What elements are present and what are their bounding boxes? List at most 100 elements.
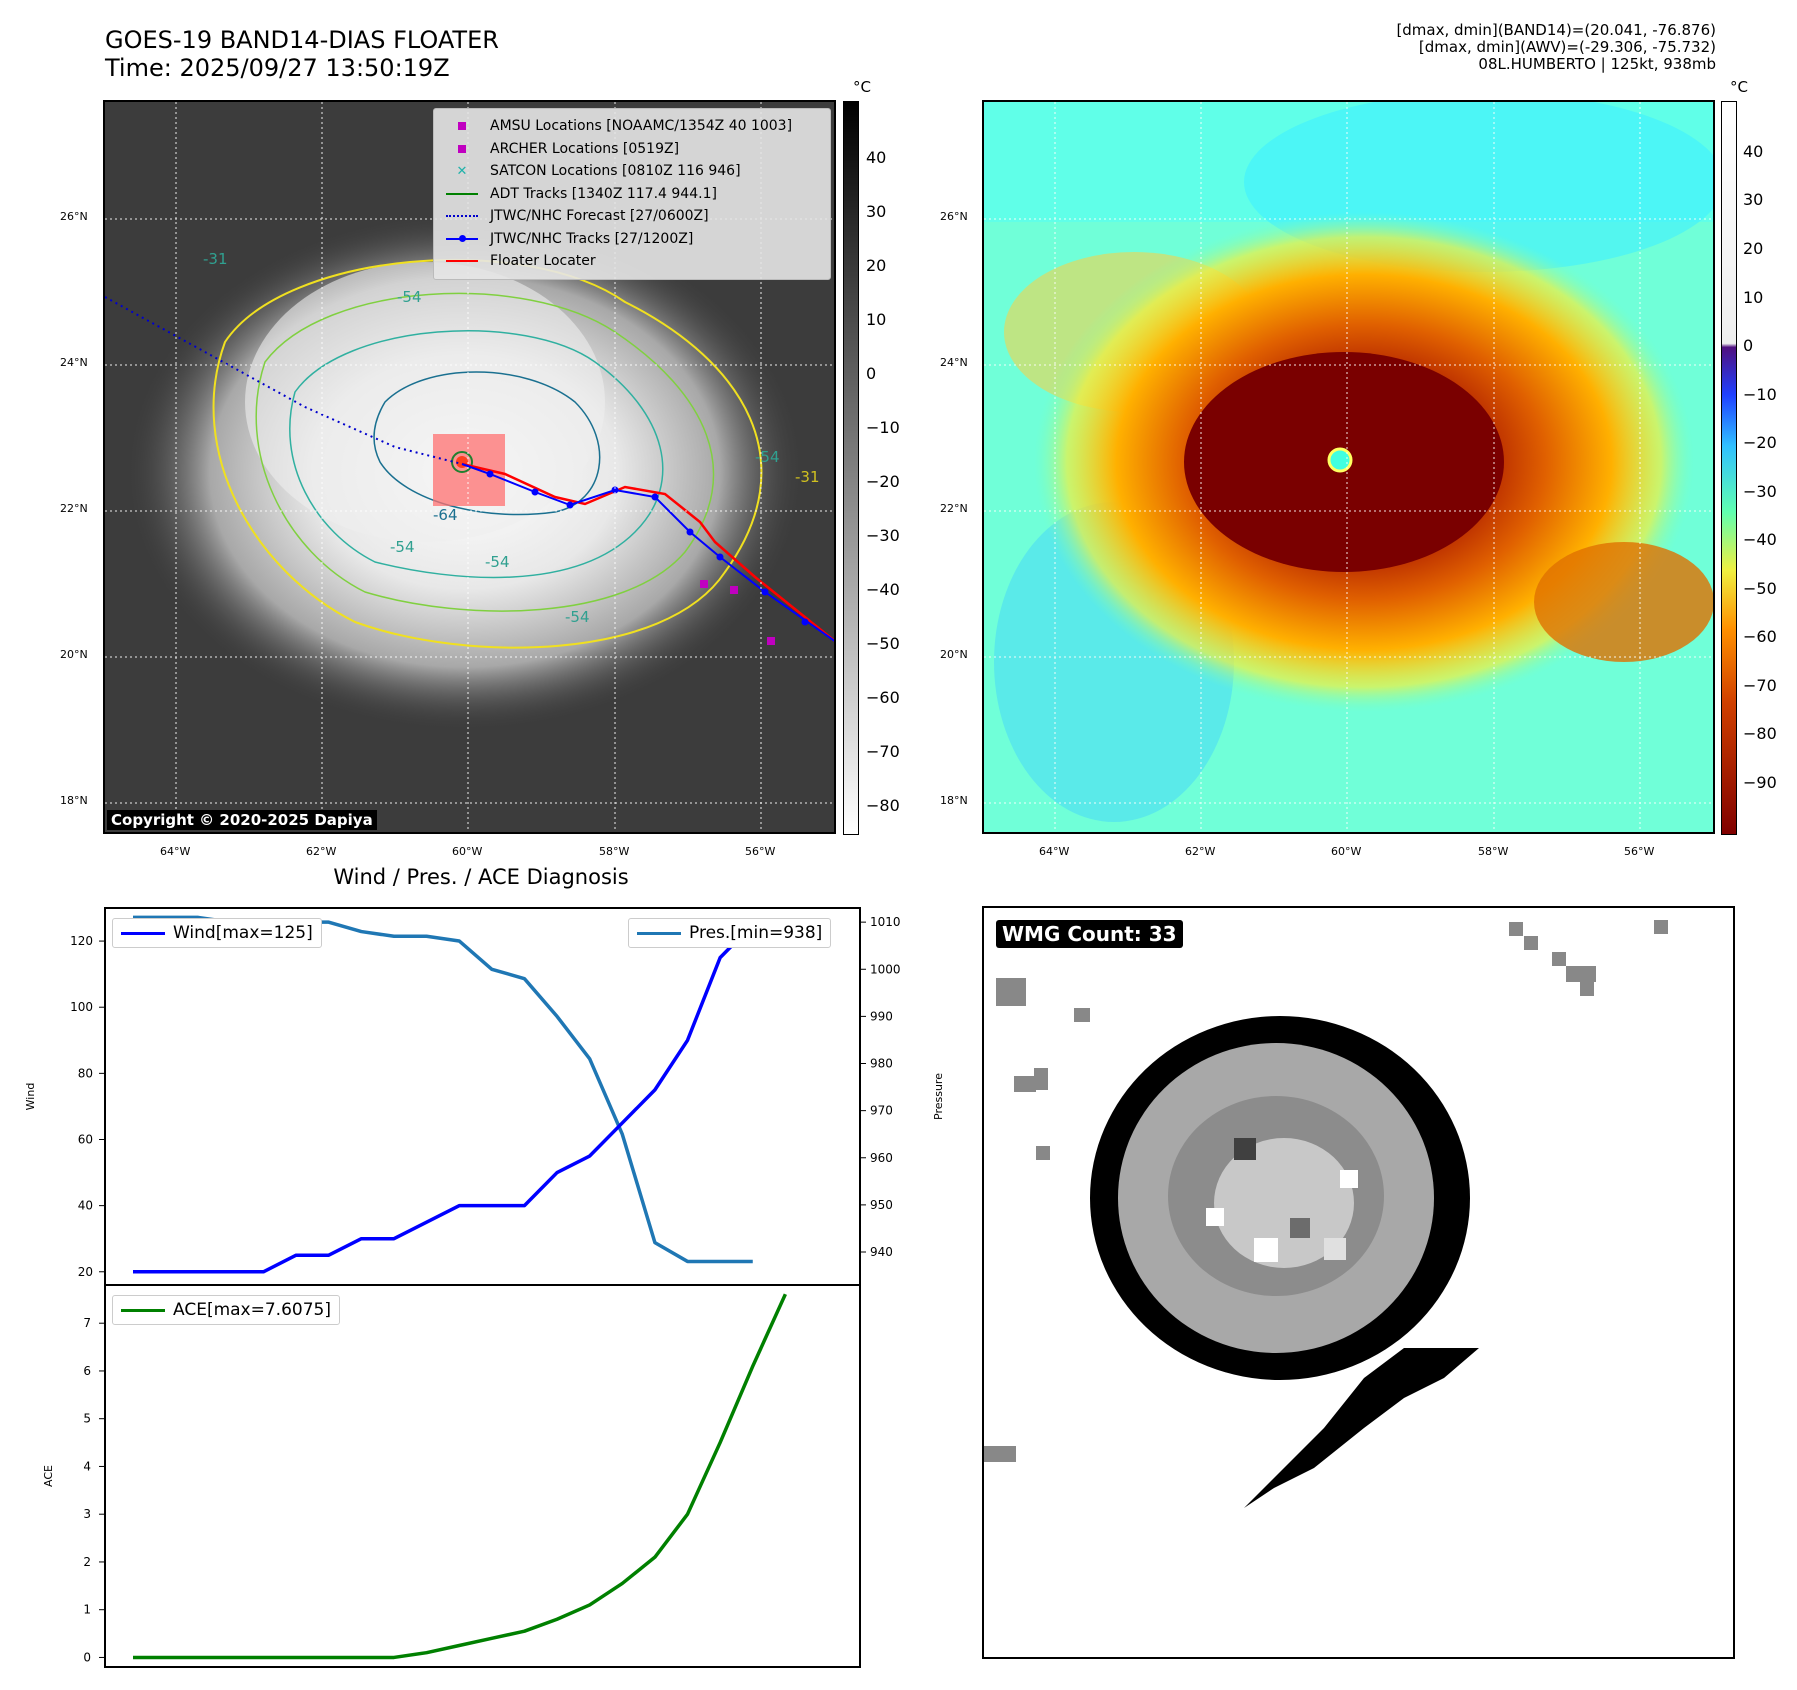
lon-label: 56°W bbox=[745, 845, 776, 858]
colorbar-label: −30 bbox=[866, 526, 900, 545]
colorbar-label: −90 bbox=[1743, 773, 1777, 792]
lon-label: 56°W bbox=[1624, 845, 1655, 858]
line-icon bbox=[637, 931, 681, 935]
colorbar-label: −40 bbox=[866, 580, 900, 599]
lon-label: 62°W bbox=[306, 845, 337, 858]
lat-label: 18°N bbox=[60, 794, 88, 807]
contour-label: -54 bbox=[755, 448, 780, 466]
colorbar-label: −30 bbox=[1743, 482, 1777, 501]
legend-label: Pres.[min=938] bbox=[689, 923, 823, 943]
line-icon bbox=[121, 1308, 165, 1312]
ace-series-line bbox=[133, 1293, 787, 1660]
lat-label: 26°N bbox=[60, 210, 88, 223]
contour-label: -54 bbox=[390, 538, 415, 556]
map-legend: AMSU Locations [NOAAMC/1354Z 40 1003] AR… bbox=[433, 108, 831, 280]
colorbar-label: 10 bbox=[1743, 288, 1764, 307]
contour-label: -31 bbox=[203, 250, 228, 268]
ace-y-tick-label: 7 bbox=[83, 1316, 91, 1330]
y-tick-label: 100 bbox=[70, 1000, 93, 1014]
legend-item-tracks: JTWC/NHC Tracks [27/1200Z] bbox=[442, 228, 822, 251]
ace-y-tick-label: 1 bbox=[83, 1603, 91, 1617]
ace-y-tick-label: 4 bbox=[83, 1459, 91, 1473]
square-marker-icon bbox=[442, 144, 482, 153]
lat-label: 26°N bbox=[940, 210, 968, 223]
wmg-count-badge: WMG Count: 33 bbox=[996, 920, 1183, 948]
pressure-series-line bbox=[133, 915, 753, 1264]
square-marker-icon bbox=[442, 122, 482, 131]
lon-label: 64°W bbox=[1039, 845, 1070, 858]
wind-axis-label: Wind bbox=[24, 1083, 37, 1111]
y-right-tick-label: 950 bbox=[870, 1198, 893, 1212]
legend-item-forecast: JTWC/NHC Forecast [27/0600Z] bbox=[442, 205, 822, 228]
lon-label: 60°W bbox=[452, 845, 483, 858]
colorbar-label: 20 bbox=[1743, 239, 1764, 258]
colorbar-label: 0 bbox=[866, 364, 877, 383]
figure-title: GOES-19 BAND14-DIAS FLOATER Time: 2025/0… bbox=[105, 26, 499, 82]
legend-label: AMSU Locations [NOAAMC/1354Z 40 1003] bbox=[490, 118, 793, 135]
lon-label: 64°W bbox=[160, 845, 191, 858]
contour-label: -54 bbox=[565, 608, 590, 626]
lat-label: 20°N bbox=[940, 648, 968, 661]
left-colorbar bbox=[843, 101, 859, 835]
lat-label: 24°N bbox=[940, 356, 968, 369]
y-tick-label: 20 bbox=[78, 1265, 93, 1279]
legend-label: ADT Tracks [1340Z 117.4 944.1] bbox=[490, 185, 717, 202]
wind-legend: Wind[max=125] bbox=[112, 918, 322, 948]
colorbar-label: 30 bbox=[866, 202, 887, 221]
y-right-tick-label: 970 bbox=[870, 1104, 893, 1118]
colorbar-label: −20 bbox=[1743, 433, 1777, 452]
legend-label: SATCON Locations [0810Z 116 946] bbox=[490, 163, 741, 180]
ace-y-tick-label: 6 bbox=[83, 1364, 91, 1378]
awv-map-panel bbox=[982, 100, 1715, 834]
y-right-tick-label: 980 bbox=[870, 1057, 893, 1071]
colorbar-label: −40 bbox=[1743, 530, 1777, 549]
y-right-tick-label: 1010 bbox=[870, 915, 901, 929]
ir-map-panel: -31 -54 -64 -54 -54 -54 -54 -31 AMSU Loc… bbox=[103, 100, 836, 834]
wind-pressure-axes bbox=[104, 907, 861, 1286]
stats-band14: [dmax, dmin](BAND14)=(20.041, -76.876) bbox=[1396, 21, 1716, 39]
colorbar-label: 0 bbox=[1743, 336, 1754, 355]
legend-item-archer: ARCHER Locations [0519Z] bbox=[442, 138, 822, 161]
legend-item-floater: Floater Locater bbox=[442, 250, 822, 273]
y-tick-label: 120 bbox=[70, 934, 93, 948]
title-line-1: GOES-19 BAND14-DIAS FLOATER bbox=[105, 26, 499, 54]
legend-label: Floater Locater bbox=[490, 253, 596, 270]
x-marker-icon: ✕ bbox=[456, 163, 468, 179]
ace-y-tick-label: 0 bbox=[83, 1650, 91, 1664]
y-tick-label: 40 bbox=[78, 1199, 93, 1213]
dotted-line-icon bbox=[442, 215, 482, 218]
colorbar-label: −60 bbox=[866, 688, 900, 707]
legend-label: JTWC/NHC Forecast [27/0600Z] bbox=[490, 208, 709, 225]
ace-y-tick-label: 3 bbox=[83, 1507, 91, 1521]
colorbar-label: 30 bbox=[1743, 190, 1764, 209]
legend-label: JTWC/NHC Tracks [27/1200Z] bbox=[490, 230, 694, 247]
colorbar-label: −10 bbox=[1743, 385, 1777, 404]
wmg-panel: WMG Count: 33 bbox=[982, 906, 1735, 1659]
pressure-legend: Pres.[min=938] bbox=[628, 918, 832, 948]
legend-item-satcon: ✕ SATCON Locations [0810Z 116 946] bbox=[442, 160, 822, 183]
legend-label: ACE[max=7.6075] bbox=[173, 1300, 331, 1320]
colorbar-label: −70 bbox=[866, 742, 900, 761]
line-dot-icon bbox=[442, 234, 482, 242]
colorbar-label: −80 bbox=[1743, 724, 1777, 743]
lon-label: 58°W bbox=[1478, 845, 1509, 858]
colorbar-label: −60 bbox=[1743, 627, 1777, 646]
legend-item-amsu: AMSU Locations [NOAAMC/1354Z 40 1003] bbox=[442, 115, 822, 138]
line-icon bbox=[121, 931, 165, 935]
legend-label: Wind[max=125] bbox=[173, 923, 313, 943]
diagnosis-title: Wind / Pres. / ACE Diagnosis bbox=[333, 865, 629, 889]
ace-axes bbox=[104, 1284, 861, 1668]
colorbar-label: −50 bbox=[1743, 579, 1777, 598]
colorbar-label: 10 bbox=[866, 310, 887, 329]
colorbar-label: 40 bbox=[1743, 142, 1764, 161]
contour-label: -54 bbox=[485, 553, 510, 571]
right-colorbar-unit: °C bbox=[1730, 78, 1748, 96]
colorbar-label: −10 bbox=[866, 418, 900, 437]
lat-label: 24°N bbox=[60, 356, 88, 369]
storm-info: 08L.HUMBERTO | 125kt, 938mb bbox=[1478, 55, 1716, 73]
y-right-tick-label: 960 bbox=[870, 1151, 893, 1165]
title-line-2: Time: 2025/09/27 13:50:19Z bbox=[105, 54, 450, 82]
ace-y-tick-label: 5 bbox=[83, 1412, 91, 1426]
lon-label: 60°W bbox=[1331, 845, 1362, 858]
lon-label: 58°W bbox=[599, 845, 630, 858]
